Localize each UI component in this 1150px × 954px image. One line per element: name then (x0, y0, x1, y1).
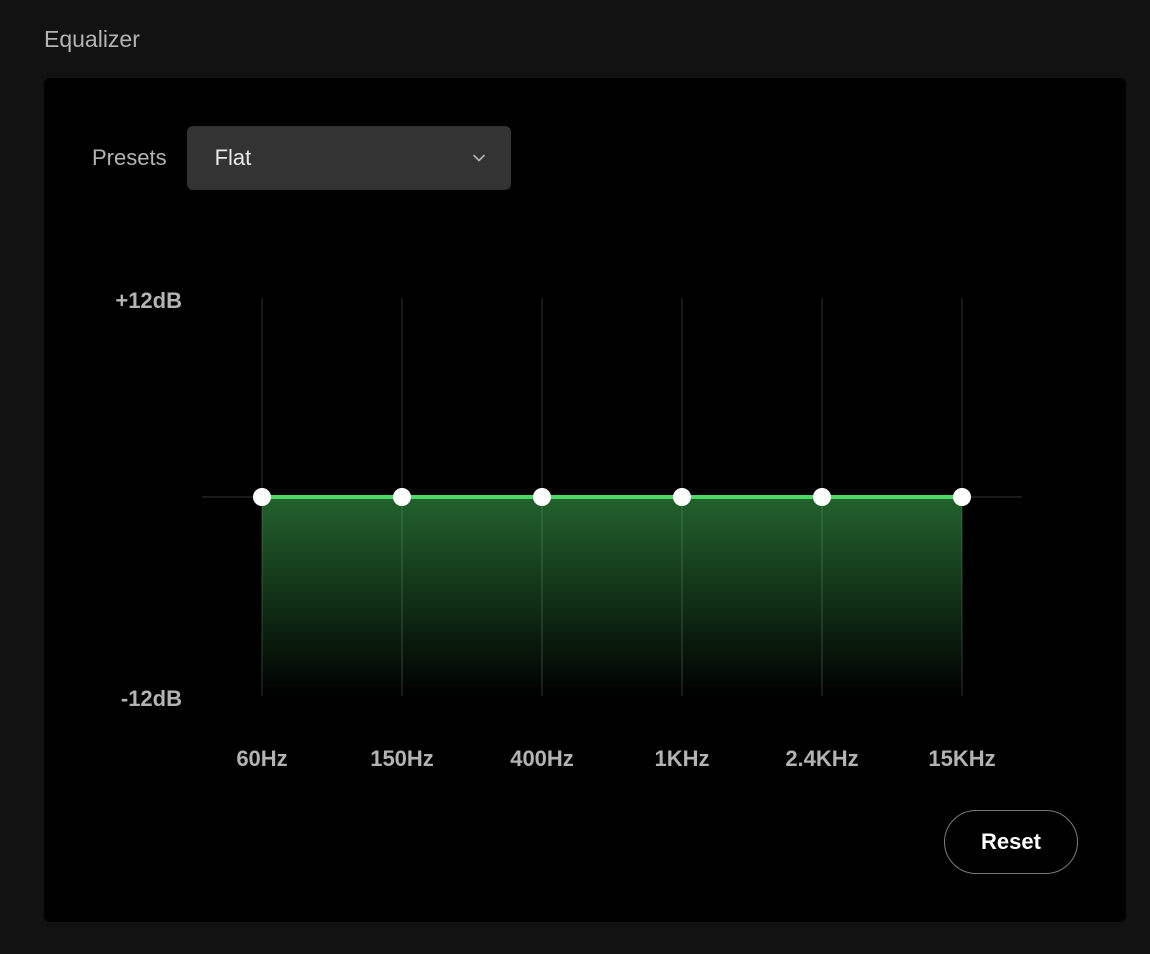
x-axis-label: 150Hz (370, 746, 434, 772)
presets-label: Presets (92, 145, 167, 171)
equalizer-panel: Presets Flat +12dB -12dB 60Hz 150Hz 400Hz 1… (44, 78, 1126, 922)
eq-band-handle[interactable] (673, 488, 691, 506)
series-fill (262, 497, 962, 696)
eq-band-handle[interactable] (393, 488, 411, 506)
eq-band-handle[interactable] (253, 488, 271, 506)
reset-button-label: Reset (981, 829, 1041, 855)
x-axis-label: 1KHz (654, 746, 709, 772)
eq-band-handle[interactable] (953, 488, 971, 506)
preset-selected-value: Flat (215, 145, 252, 171)
x-axis-label: 2.4KHz (785, 746, 858, 772)
x-axis-label: 400Hz (510, 746, 574, 772)
chevron-down-icon (469, 148, 489, 168)
x-axis-label: 15KHz (928, 746, 995, 772)
y-axis-max-label: +12dB (82, 288, 182, 314)
eq-band-handle[interactable] (813, 488, 831, 506)
presets-row: Presets Flat (92, 126, 511, 190)
y-axis-min-label: -12dB (82, 686, 182, 712)
preset-select[interactable]: Flat (187, 126, 511, 190)
x-axis-labels: 60Hz 150Hz 400Hz 1KHz 2.4KHz 15KHz (202, 746, 1022, 776)
equalizer-svg[interactable] (202, 298, 1022, 696)
x-axis-label: 60Hz (236, 746, 287, 772)
page-title: Equalizer (0, 0, 1150, 53)
equalizer-chart: +12dB -12dB 60Hz150Hz400Hz1KHz2.4KHz15KH… (92, 288, 1072, 778)
reset-button[interactable]: Reset (944, 810, 1078, 874)
eq-band-handle[interactable] (533, 488, 551, 506)
